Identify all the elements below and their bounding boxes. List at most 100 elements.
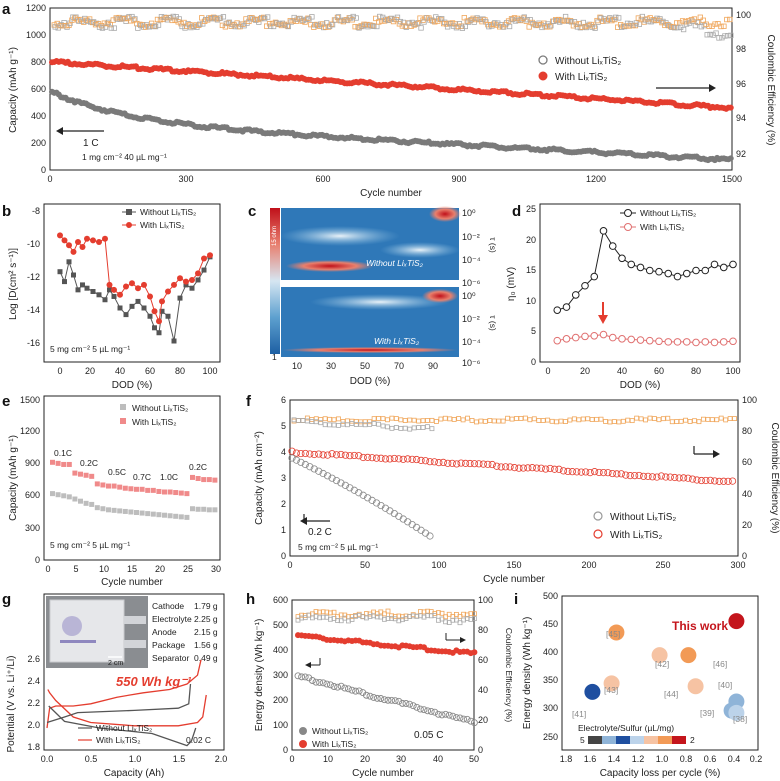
curve-with-charge xyxy=(46,659,202,729)
ce-marker-orange xyxy=(381,611,387,617)
ce-marker-orange xyxy=(609,17,615,24)
tick: 30 xyxy=(396,754,406,764)
energy-marker-gray xyxy=(470,719,478,727)
legend-label-without: Without LiₓTiS₂ xyxy=(610,512,676,523)
tick: 40 xyxy=(617,366,627,376)
ce-marker-orange xyxy=(75,17,81,23)
tick: 0 xyxy=(41,165,46,175)
capacity-marker-red xyxy=(453,460,461,468)
tick: 70 xyxy=(394,361,404,371)
ref-43-marker xyxy=(603,675,620,692)
ce-marker-orange xyxy=(585,416,591,422)
rate-marker-red xyxy=(55,460,61,466)
colorbar-top-label: 15 ohm xyxy=(272,226,278,246)
panel-e-ylabel: Capacity (mAh g⁻¹) xyxy=(8,435,19,521)
panel-c-y2label-bottom: τ (s) xyxy=(488,315,498,331)
ce-marker-gray xyxy=(362,422,368,428)
capacity-marker-gray xyxy=(421,529,430,537)
ce-marker-orange xyxy=(258,15,264,22)
ce-marker-orange xyxy=(727,16,733,23)
capacity-marker-red xyxy=(613,470,621,478)
component-name: Package xyxy=(152,640,185,650)
capacity-marker-red xyxy=(555,465,563,473)
capacity-marker-red xyxy=(444,459,452,467)
legend-label-without: Without LiₓTiS₂ xyxy=(312,726,368,736)
ce-marker-orange xyxy=(169,17,175,24)
capacity-marker-red xyxy=(688,475,697,483)
rate-marker-red xyxy=(83,472,89,478)
tick: 5 xyxy=(531,326,536,336)
ce-marker-orange xyxy=(187,21,193,28)
capacity-marker-red xyxy=(653,473,661,481)
tick: 15 xyxy=(127,564,137,574)
ce-marker-gray xyxy=(471,616,477,622)
capacity-marker-red xyxy=(506,463,514,471)
legend-label-with: With LiₓTiS₂ xyxy=(610,530,662,541)
rate-marker-red xyxy=(190,474,195,480)
overpotential-with-marker xyxy=(590,331,599,340)
overpotential-with-marker xyxy=(701,338,710,346)
tick: 0 xyxy=(281,551,286,561)
rate-marker-gray xyxy=(156,512,162,518)
ce-marker-orange xyxy=(478,418,484,424)
tick: 250 xyxy=(655,560,670,570)
capacity-marker-red xyxy=(586,468,594,477)
ce-marker-orange xyxy=(429,417,435,423)
energy-marker-gray xyxy=(362,691,370,699)
capacity-marker-red xyxy=(657,472,665,480)
rate-marker-gray xyxy=(78,498,83,504)
tick: 0 xyxy=(742,551,747,561)
panel-h-xlabel: Cycle number xyxy=(352,768,414,779)
capacity-marker-gray xyxy=(297,458,305,466)
diffusion-red-marker xyxy=(147,293,153,300)
legend-marker-red xyxy=(126,222,132,228)
capacity-marker-red xyxy=(706,476,714,484)
this-work-label: This work xyxy=(672,619,728,633)
tick: 30 xyxy=(211,564,221,574)
rate-marker-red xyxy=(61,461,67,467)
capacity-marker-red xyxy=(448,459,456,467)
ce-marker-orange xyxy=(331,609,337,615)
scale-label: 2 cm xyxy=(108,660,123,667)
ce-marker-orange xyxy=(683,417,688,423)
ce-marker-orange xyxy=(554,419,559,425)
ce-marker-orange xyxy=(616,419,622,425)
capacity-marker-red xyxy=(301,449,309,458)
ce-marker-orange xyxy=(697,14,703,20)
tick: 0 xyxy=(287,560,292,570)
ce-marker-gray xyxy=(425,424,430,430)
ce-marker-orange xyxy=(514,416,519,421)
ce-marker-orange xyxy=(674,419,680,424)
ce-marker-orange xyxy=(196,22,202,28)
diffusion-red-marker xyxy=(117,291,123,298)
capacity-marker-red xyxy=(475,460,483,468)
tick: 100 xyxy=(736,10,751,20)
ce-marker-orange xyxy=(449,20,456,26)
ce-marker-orange xyxy=(87,16,93,22)
energy-marker-gray xyxy=(402,700,410,707)
ce-marker-orange xyxy=(416,418,422,424)
ce-marker-orange xyxy=(420,418,426,424)
diffusion-red-marker xyxy=(159,298,165,305)
overpotential-with-marker xyxy=(655,337,663,346)
tick: 1200 xyxy=(20,426,40,436)
capacity-marker-gray xyxy=(350,486,358,494)
ce-marker-orange xyxy=(464,18,470,24)
rate-marker-red xyxy=(195,476,201,481)
capacity-marker-gray xyxy=(301,460,309,469)
heatmap-top-hotspot xyxy=(429,206,461,222)
energy-marker-gray xyxy=(409,702,417,710)
ce-marker-orange xyxy=(101,20,108,26)
energy-marker-gray xyxy=(326,681,334,689)
legend-label-with: With LiₓTiS₂ xyxy=(140,220,185,230)
ce-marker-orange xyxy=(709,417,715,423)
ce-marker-gray xyxy=(291,417,297,423)
overpotential-without-marker xyxy=(581,281,589,290)
ce-marker-orange xyxy=(491,21,497,27)
tick: 900 xyxy=(25,458,40,468)
tick: 350 xyxy=(543,675,558,685)
ce-marker-orange xyxy=(202,18,208,24)
panel-f-note: 5 mg cm⁻² 5 µL mg⁻¹ xyxy=(298,542,378,552)
ce-marker-orange xyxy=(398,417,404,423)
diffusion-red-marker xyxy=(129,280,135,287)
